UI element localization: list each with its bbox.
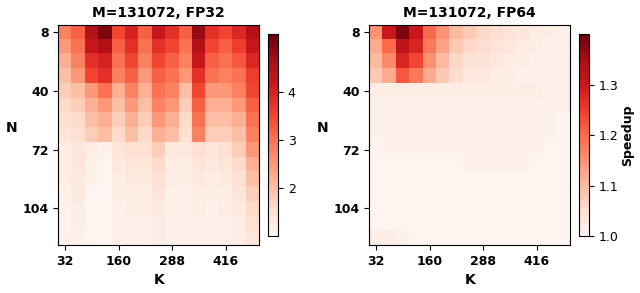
X-axis label: K: K <box>154 273 164 287</box>
Title: M=131072, FP64: M=131072, FP64 <box>403 6 536 20</box>
Y-axis label: Speedup: Speedup <box>621 104 634 166</box>
Y-axis label: N: N <box>6 121 17 135</box>
X-axis label: K: K <box>465 273 475 287</box>
Y-axis label: N: N <box>317 121 328 135</box>
Title: M=131072, FP32: M=131072, FP32 <box>92 6 225 20</box>
